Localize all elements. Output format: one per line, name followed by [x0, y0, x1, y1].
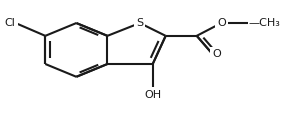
- Text: O: O: [217, 18, 226, 28]
- Text: S: S: [136, 18, 143, 28]
- Text: —CH₃: —CH₃: [248, 18, 280, 28]
- Text: O: O: [212, 49, 221, 59]
- Text: OH: OH: [144, 90, 161, 100]
- Text: Cl: Cl: [5, 18, 16, 28]
